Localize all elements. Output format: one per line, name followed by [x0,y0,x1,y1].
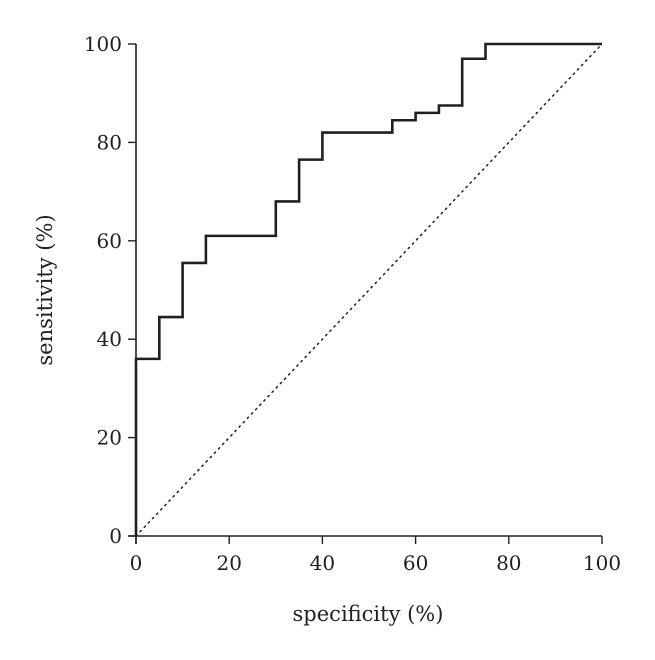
x-axis-title: specificity (%) [293,602,444,626]
y-tick-label: 60 [97,229,122,253]
x-tick-label: 0 [130,551,143,575]
ticks: 0 20 40 60 80 100 0 20 40 60 80 100 [84,32,621,575]
roc-curve-line [134,42,602,536]
y-axis-title: sensitivity (%) [33,214,57,365]
y-tick-label: 80 [97,130,122,154]
x-tick-label: 60 [403,551,428,575]
y-tick-label: 0 [109,524,122,548]
series [134,42,603,537]
y-tick-label: 100 [84,32,122,56]
x-tick-label: 20 [216,551,241,575]
y-tick-label: 40 [97,327,122,351]
y-tick-label: 20 [97,426,122,450]
x-tick-label: 40 [310,551,335,575]
reference-diagonal-line [135,43,603,537]
x-tick-label: 80 [496,551,521,575]
x-tick-label: 100 [583,551,621,575]
